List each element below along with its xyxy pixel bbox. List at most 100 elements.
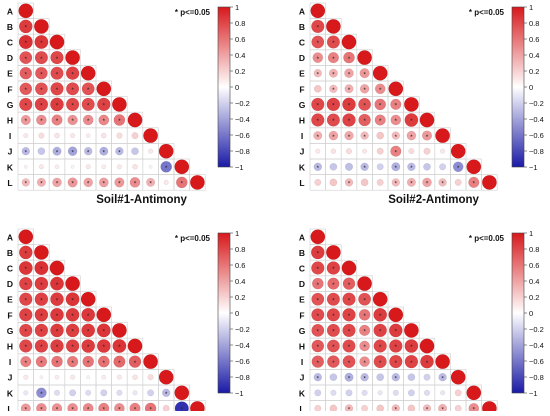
significance-star: * (332, 56, 335, 63)
correlation-circle (327, 277, 340, 290)
significance-star: * (395, 407, 398, 411)
correlation-circle (96, 339, 111, 353)
correlation-circle (85, 164, 91, 170)
significance-star: * (40, 71, 43, 78)
row-label-J: J (300, 373, 305, 383)
correlation-circle (116, 132, 123, 139)
correlation-circle (127, 338, 143, 354)
significance-star: * (473, 181, 476, 188)
correlation-circle (359, 356, 370, 367)
correlation-circle (50, 82, 64, 96)
correlation-circle (360, 373, 369, 382)
row-label-H: H (299, 116, 305, 126)
correlation-circle (116, 374, 122, 380)
significance-star: * (363, 344, 366, 351)
significance-star: * (317, 266, 320, 273)
correlation-circle (326, 113, 340, 127)
significance-star: * (56, 282, 59, 289)
significance-star: * (103, 329, 106, 336)
correlation-circle (34, 35, 49, 49)
significance-star: * (40, 181, 43, 188)
significance-star: * (317, 282, 320, 289)
correlation-circle (143, 354, 159, 369)
correlation-circle (158, 369, 174, 385)
correlation-circle (65, 97, 80, 112)
correlation-circle (326, 35, 340, 49)
significance-star: * (25, 266, 28, 273)
grid-cell (481, 174, 498, 191)
correlation-circle (438, 373, 447, 382)
significance-star: * (87, 181, 90, 188)
correlation-circle (18, 34, 33, 50)
correlation-circle (359, 68, 370, 79)
colorbar-tick-label: −0.2 (529, 325, 544, 334)
significance-star: * (317, 165, 320, 172)
correlation-circle (19, 51, 33, 65)
significance-star: * (363, 375, 366, 382)
significance-star: * (317, 375, 320, 382)
correlation-circle (313, 85, 322, 93)
correlation-circle (34, 323, 49, 338)
colorbar-tick-label: 0.8 (235, 245, 245, 254)
correlation-circle (148, 164, 153, 169)
significance-note: * p<=0.05 (175, 8, 211, 17)
correlation-circle (81, 323, 96, 338)
correlation-circle (326, 323, 340, 337)
correlation-circle (65, 339, 80, 353)
significance-star: * (118, 181, 121, 188)
significance-star: * (348, 87, 351, 94)
correlation-circle (38, 164, 44, 170)
significance-star: * (441, 181, 444, 188)
significance-star: * (87, 360, 90, 367)
significance-star: * (395, 181, 398, 188)
significance-star: * (426, 360, 429, 367)
significance-star: * (56, 71, 59, 78)
significance-star: * (363, 118, 366, 125)
significance-star: * (56, 103, 59, 110)
correlation-circle (311, 292, 325, 306)
correlation-circle (327, 52, 339, 64)
correlation-circle (35, 66, 48, 80)
correlation-circle (34, 244, 49, 260)
significance-star: * (103, 344, 106, 351)
correlation-circle (70, 374, 76, 380)
colorbar-tick-label: −1 (235, 389, 244, 398)
significance-star: * (317, 134, 320, 141)
row-label-F: F (7, 310, 12, 320)
correlation-circle (359, 84, 370, 94)
correlation-circle (143, 128, 159, 144)
correlation-circle (34, 292, 49, 306)
correlation-circle (326, 97, 341, 112)
significance-star: * (25, 329, 28, 336)
significance-star: * (40, 56, 43, 63)
significance-star: * (332, 87, 335, 94)
correlation-circle (52, 177, 62, 188)
grid-cell (189, 174, 206, 191)
significance-star: * (457, 165, 460, 172)
correlation-circle (357, 50, 372, 65)
correlation-circle (376, 404, 385, 413)
significance-star: * (363, 103, 366, 110)
significance-star: * (410, 181, 413, 188)
significance-star: * (317, 344, 320, 351)
row-label-I: I (9, 357, 11, 367)
significance-star: * (71, 360, 74, 367)
significance-star: * (71, 118, 74, 125)
row-label-E: E (299, 295, 305, 305)
correlation-panel: * * * * * * * * * * * * * * * * * * * * * * * * * * * * * * * * * * * * * * * *… (7, 228, 250, 416)
row-label-G: G (7, 326, 14, 336)
correlation-circle (313, 373, 322, 382)
correlation-circle (311, 113, 325, 127)
colorbar-tick-label: −0.2 (235, 99, 250, 108)
correlation-circle (342, 277, 356, 290)
colorbar-tick-label: −0.8 (235, 373, 250, 382)
significance-note: * p<=0.05 (469, 234, 505, 243)
row-label-L: L (7, 178, 12, 188)
colorbar-tick-label: 0.4 (529, 277, 539, 286)
correlation-circle (325, 19, 341, 34)
correlation-circle (158, 143, 174, 159)
correlation-circle (311, 355, 325, 368)
significance-star: * (25, 360, 28, 367)
correlation-circle (311, 339, 325, 353)
